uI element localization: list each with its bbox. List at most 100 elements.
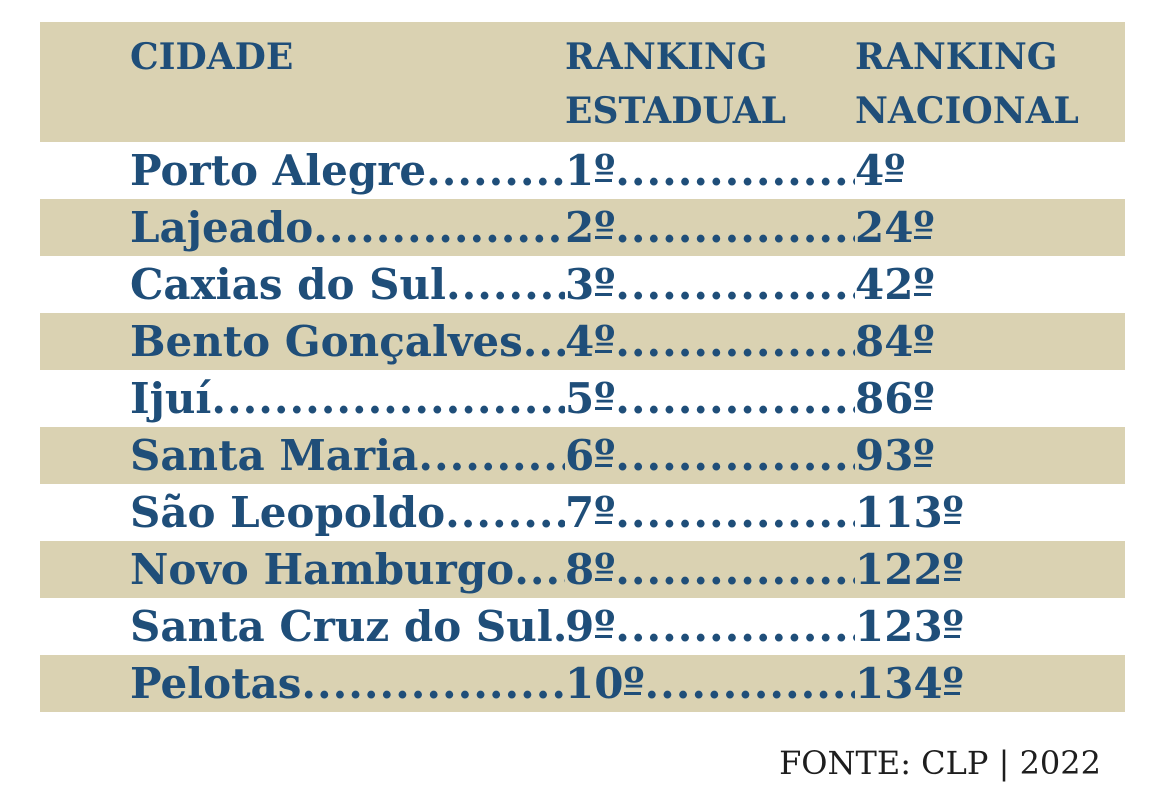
- ordinal-indicator: º: [884, 146, 906, 195]
- table-row: Bento Gonçalves ........................…: [40, 313, 1125, 370]
- dot-leader: ........................................…: [615, 203, 855, 252]
- estadual-rank: 10º: [565, 655, 644, 712]
- estadual-rank: 5º: [565, 370, 615, 427]
- table-row: Novo Hamburgo ..........................…: [40, 541, 1125, 598]
- ordinal-indicator: º: [594, 260, 616, 309]
- table-row: Ijuí ...................................…: [40, 370, 1125, 427]
- city-cell: Pelotas ................................…: [130, 655, 565, 712]
- rank-value: 4: [855, 146, 885, 195]
- rank-value: 9: [565, 602, 595, 651]
- ordinal-indicator: º: [942, 602, 964, 651]
- table-row: Santa Cruz do Sul ......................…: [40, 598, 1125, 655]
- nacional-cell: 134º: [855, 655, 1125, 712]
- table-body: Porto Alegre ...........................…: [40, 142, 1125, 712]
- rank-value: 2: [565, 203, 595, 252]
- dot-leader: ........................................…: [615, 260, 855, 309]
- nacional-rank: 93º: [855, 427, 934, 484]
- rank-value: 113: [855, 488, 943, 537]
- dot-leader: ........................................…: [615, 374, 855, 423]
- ordinal-indicator: º: [942, 659, 964, 708]
- estadual-cell: 3º .....................................…: [565, 256, 855, 313]
- ordinal-indicator: º: [913, 317, 935, 366]
- rank-value: 42: [855, 260, 914, 309]
- dot-leader: ........................................…: [301, 659, 565, 708]
- rank-value: 8: [565, 545, 595, 594]
- header-cidade: CIDADE: [130, 36, 294, 78]
- ordinal-indicator: º: [913, 260, 935, 309]
- city-name: Pelotas: [130, 659, 302, 708]
- rank-value: 4: [565, 317, 595, 366]
- nacional-rank: 84º: [855, 313, 934, 370]
- estadual-cell: 10º ....................................…: [565, 655, 855, 712]
- dot-leader: ........................................…: [615, 545, 855, 594]
- rank-value: 6: [565, 431, 595, 480]
- ordinal-indicator: º: [594, 602, 616, 651]
- ordinal-indicator: º: [594, 488, 616, 537]
- dot-leader: ........................................…: [426, 146, 565, 195]
- estadual-rank: 1º: [565, 142, 615, 199]
- table-row: Porto Alegre ...........................…: [40, 142, 1125, 199]
- estadual-rank: 2º: [565, 199, 615, 256]
- city-cell: Santa Cruz do Sul ......................…: [130, 598, 565, 655]
- rank-value: 123: [855, 602, 943, 651]
- ordinal-indicator: º: [594, 431, 616, 480]
- dot-leader: ........................................…: [615, 317, 855, 366]
- nacional-cell: 123º: [855, 598, 1125, 655]
- rank-value: 93: [855, 431, 914, 480]
- dot-leader: ........................................…: [445, 260, 565, 309]
- ordinal-indicator: º: [913, 374, 935, 423]
- table-header-row: CIDADE RANKING ESTADUAL RANKING NACIONAL: [40, 22, 1125, 142]
- dot-leader: ........................................…: [615, 431, 855, 480]
- dot-leader: ........................................…: [445, 488, 565, 537]
- table-row: São Leopoldo ...........................…: [40, 484, 1125, 541]
- city-cell: São Leopoldo ...........................…: [130, 484, 565, 541]
- table-row: Caxias do Sul ..........................…: [40, 256, 1125, 313]
- nacional-cell: 122º: [855, 541, 1125, 598]
- ordinal-indicator: º: [594, 545, 616, 594]
- nacional-cell: 84º: [855, 313, 1125, 370]
- rank-value: 122: [855, 545, 943, 594]
- dot-leader: ........................................…: [553, 598, 565, 655]
- rank-value: 5: [565, 374, 595, 423]
- nacional-rank: 113º: [855, 484, 964, 541]
- nacional-cell: 42º: [855, 256, 1125, 313]
- estadual-cell: 5º .....................................…: [565, 370, 855, 427]
- estadual-cell: 7º .....................................…: [565, 484, 855, 541]
- estadual-cell: 1º .....................................…: [565, 142, 855, 199]
- dot-leader: ........................................…: [615, 488, 855, 537]
- nacional-rank: 123º: [855, 598, 964, 655]
- estadual-rank: 8º: [565, 541, 615, 598]
- ordinal-indicator: º: [594, 317, 616, 366]
- ordinal-indicator: º: [594, 203, 616, 252]
- city-cell: Caxias do Sul ..........................…: [130, 256, 565, 313]
- rank-value: 3: [565, 260, 595, 309]
- estadual-rank: 3º: [565, 256, 615, 313]
- nacional-rank: 134º: [855, 655, 964, 712]
- city-name: Novo Hamburgo: [130, 545, 515, 594]
- nacional-rank: 42º: [855, 256, 934, 313]
- estadual-rank: 9º: [565, 598, 615, 655]
- table-row: Lajeado ................................…: [40, 199, 1125, 256]
- city-cell: Novo Hamburgo ..........................…: [130, 541, 565, 598]
- ordinal-indicator: º: [942, 488, 964, 537]
- source-caption: FONTE: CLP | 2022: [779, 744, 1101, 782]
- city-name: Santa Cruz do Sul: [130, 602, 553, 651]
- table-row: Pelotas ................................…: [40, 655, 1125, 712]
- dot-leader: ........................................…: [418, 431, 565, 480]
- city-cell: Porto Alegre ...........................…: [130, 142, 565, 199]
- nacional-cell: 24º: [855, 199, 1125, 256]
- dot-leader: ........................................…: [211, 374, 565, 423]
- city-name: Porto Alegre: [130, 146, 427, 195]
- ordinal-indicator: º: [913, 203, 935, 252]
- ordinal-indicator: º: [594, 374, 616, 423]
- dot-leader: ........................................…: [615, 602, 855, 651]
- nacional-rank: 86º: [855, 370, 934, 427]
- ordinal-indicator: º: [623, 659, 645, 708]
- ranking-table: CIDADE RANKING ESTADUAL RANKING NACIONAL…: [40, 22, 1125, 712]
- nacional-cell: 93º: [855, 427, 1125, 484]
- estadual-cell: 8º .....................................…: [565, 541, 855, 598]
- ordinal-indicator: º: [594, 146, 616, 195]
- rank-value: 7: [565, 488, 595, 537]
- ordinal-indicator: º: [913, 431, 935, 480]
- estadual-cell: 2º .....................................…: [565, 199, 855, 256]
